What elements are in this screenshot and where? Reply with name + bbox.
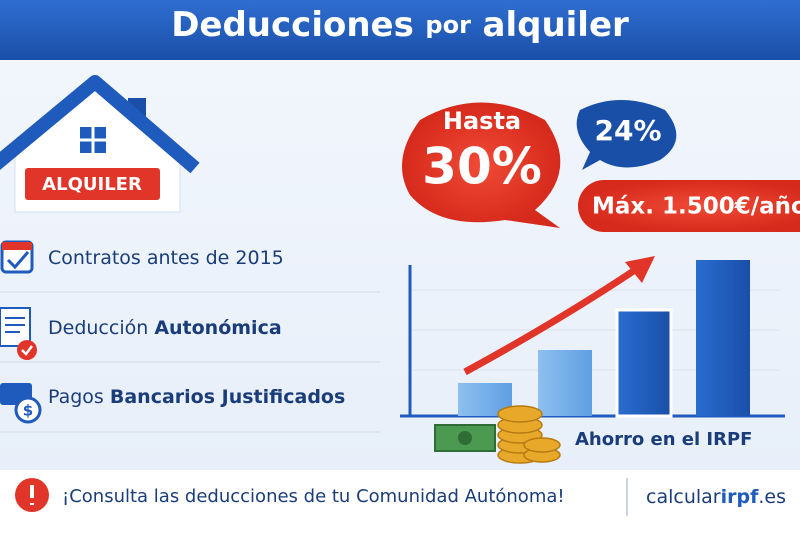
list-item: Contratos antes de 2015 — [48, 247, 284, 269]
footer-message: ¡Consulta las deducciones de tu Comunida… — [62, 486, 565, 507]
svg-text:$: $ — [23, 402, 33, 420]
footer-band — [0, 470, 800, 533]
bubble-main: 30% — [422, 138, 542, 196]
site-name: calcularirpf.es — [646, 486, 786, 508]
title: Deducciones por alquiler — [171, 5, 629, 45]
list-text: Contratos antes de 2015 — [48, 247, 284, 269]
list-item: Pagos Bancarios Justificados — [48, 386, 345, 408]
decorative-chart — [400, 256, 785, 464]
list-text: Pagos — [48, 386, 110, 408]
speech-bubble — [402, 102, 561, 228]
chart-caption: Ahorro en el IRPF — [575, 429, 752, 450]
house-label: ALQUILER — [42, 174, 142, 195]
list-text: Deducción — [48, 317, 154, 339]
bubble-secondary: 24% — [594, 114, 661, 147]
site-part: .es — [758, 486, 786, 508]
list-item: Deducción Autonómica — [48, 317, 282, 339]
small-bubble — [576, 100, 677, 170]
list-text-bold: Autonómica — [154, 317, 281, 339]
title-part: alquiler — [483, 5, 630, 45]
site-part: calcular — [646, 486, 721, 508]
max-label: Máx. 1.500€/año — [592, 194, 800, 220]
bubble-prefix: Hasta — [443, 107, 521, 135]
list-text-bold: Bancarios Justificados — [110, 386, 345, 408]
site-part: irpf — [721, 486, 759, 508]
title-part: Deducciones — [171, 5, 414, 45]
max-pill — [578, 180, 800, 232]
header-band — [0, 0, 800, 60]
list-separators — [0, 291, 380, 433]
list-icons: $ — [0, 240, 42, 424]
house-icon — [0, 75, 200, 213]
title-part: por — [425, 11, 471, 39]
